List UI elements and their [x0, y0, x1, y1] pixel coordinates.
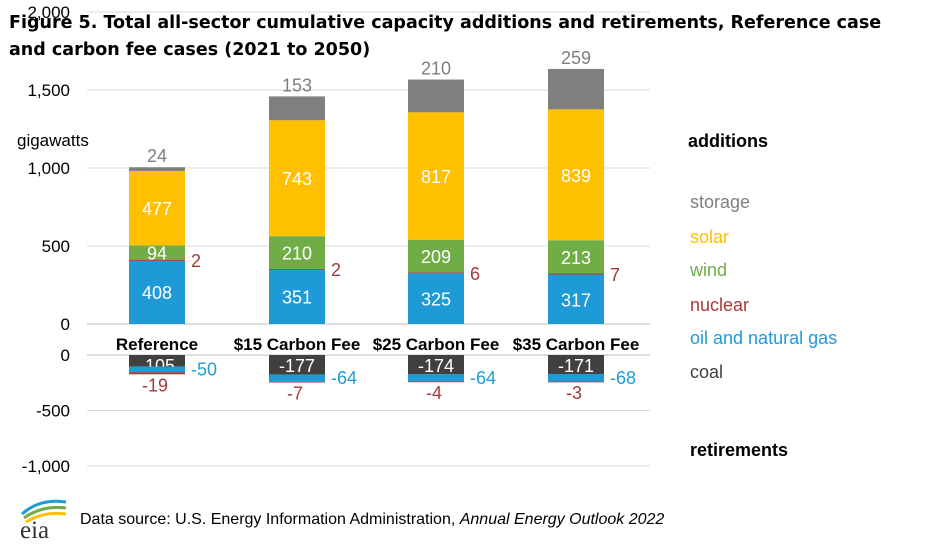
- figure-title: Figure 5. Total all-sector cumulative ca…: [9, 13, 882, 60]
- eia-logo: eia: [20, 499, 67, 540]
- bar-solar: [548, 109, 604, 241]
- bar-nuclear: [408, 272, 464, 274]
- bar-retire-coal: [269, 355, 325, 375]
- data-label-solar: 817: [421, 167, 451, 187]
- bar-nuclear: [269, 268, 325, 270]
- data-label-storage: 153: [282, 75, 312, 95]
- y-tick-label: -1,000: [22, 457, 70, 476]
- data-label-solar: 743: [282, 169, 312, 189]
- y-tick-label: 0: [61, 346, 70, 365]
- data-label-oil_gas: 408: [142, 283, 172, 303]
- y-axis-label: gigawatts: [17, 131, 89, 150]
- bar-retire-oil_gas: [269, 374, 325, 382]
- bar-oil_gas: [269, 269, 325, 324]
- bar-retire-oil_gas: [548, 373, 604, 382]
- legend-item-oil_gas: oil and natural gas: [690, 328, 837, 348]
- data-label-nuclear-retire: -3: [566, 383, 582, 403]
- data-label-oil_gas: 317: [561, 290, 591, 310]
- data-label-nuclear-retire: -4: [426, 383, 442, 403]
- data-label-coal: -174: [418, 356, 454, 376]
- bar-nuclear: [129, 260, 185, 261]
- x-category-label: Reference: [116, 335, 198, 354]
- y-tick-label: 2,000: [27, 3, 70, 22]
- data-label-storage: 259: [561, 48, 591, 68]
- bar-storage: [269, 96, 325, 121]
- bar-retire-coal: [548, 355, 604, 374]
- data-label-nuclear: 2: [331, 260, 341, 280]
- bar-retire-nuclear: [129, 372, 185, 375]
- data-source-note: Data source: U.S. Energy Information Adm…: [80, 511, 664, 529]
- bar-solar: [129, 170, 185, 246]
- legend-heading-additions: additions: [688, 131, 768, 151]
- bar-wind: [129, 245, 185, 261]
- bar-solar: [269, 120, 325, 237]
- data-label-nuclear-retire: -7: [287, 384, 303, 404]
- bar-solar: [408, 112, 464, 240]
- legend-item-nuclear: nuclear: [690, 295, 749, 315]
- data-label-wind: 94: [147, 244, 167, 264]
- bar-retire-coal: [129, 355, 185, 367]
- x-category-label: $35 Carbon Fee: [513, 335, 640, 354]
- data-label-nuclear: 7: [610, 265, 620, 285]
- data-label-wind: 209: [421, 247, 451, 267]
- bar-storage: [129, 167, 185, 171]
- legend-item-solar: solar: [690, 227, 729, 247]
- bar-storage: [548, 68, 604, 110]
- y-tick-label: -500: [36, 402, 70, 421]
- data-label-wind: 213: [561, 248, 591, 268]
- bar-wind: [408, 239, 464, 273]
- logo-arc-2: [23, 506, 67, 520]
- x-category-label: $15 Carbon Fee: [234, 335, 361, 354]
- bar-wind: [548, 240, 604, 274]
- data-label-nuclear-retire: -19: [142, 375, 168, 395]
- data-label-oil_gas: 325: [421, 290, 451, 310]
- bar-oil_gas: [408, 273, 464, 324]
- data-label-nuclear: 6: [470, 264, 480, 284]
- bar-retire-oil_gas: [408, 374, 464, 382]
- data-label-wind: 210: [282, 244, 312, 264]
- y-tick-label: 1,500: [27, 81, 70, 100]
- bar-wind: [269, 236, 325, 269]
- legend-item-coal: coal: [690, 362, 723, 382]
- data-label-coal: -177: [279, 356, 315, 376]
- y-tick-label: 0: [61, 315, 70, 334]
- data-label-nuclear: 2: [191, 251, 201, 271]
- bar-retire-coal: [408, 355, 464, 375]
- bar-retire-nuclear: [269, 381, 325, 383]
- bar-oil_gas: [548, 274, 604, 324]
- bar-retire-nuclear: [408, 381, 464, 383]
- bar-retire-oil_gas: [129, 366, 185, 373]
- bar-nuclear: [548, 273, 604, 275]
- data-label-solar: 839: [561, 166, 591, 186]
- data-label-oil-gas: -64: [331, 368, 357, 388]
- data-label-storage: 210: [421, 59, 451, 79]
- data-label-coal: -171: [558, 356, 594, 376]
- legend-heading-retirements: retirements: [690, 440, 788, 460]
- y-tick-label: 1,000: [27, 159, 70, 178]
- legend-item-wind: wind: [689, 260, 727, 280]
- bar-storage: [408, 79, 464, 113]
- data-label-oil-gas: -50: [191, 359, 217, 379]
- source-prefix: Data source: U.S. Energy Information Adm…: [80, 511, 460, 528]
- logo-text: eia: [20, 517, 49, 540]
- source-publication: Annual Energy Outlook 2022: [459, 511, 665, 528]
- logo-arc-1: [21, 499, 67, 516]
- data-label-oil-gas: -64: [470, 368, 496, 388]
- logo-arc-3: [25, 511, 67, 524]
- bar-retire-nuclear: [548, 381, 604, 383]
- legend-item-storage: storage: [690, 192, 750, 212]
- bar-oil_gas: [129, 260, 185, 324]
- x-category-label: $25 Carbon Fee: [373, 335, 500, 354]
- data-label-oil-gas: -68: [610, 368, 636, 388]
- data-label-solar: 477: [142, 199, 172, 219]
- data-label-storage: 24: [147, 146, 167, 166]
- data-label-oil_gas: 351: [282, 288, 312, 308]
- y-tick-label: 500: [42, 237, 70, 256]
